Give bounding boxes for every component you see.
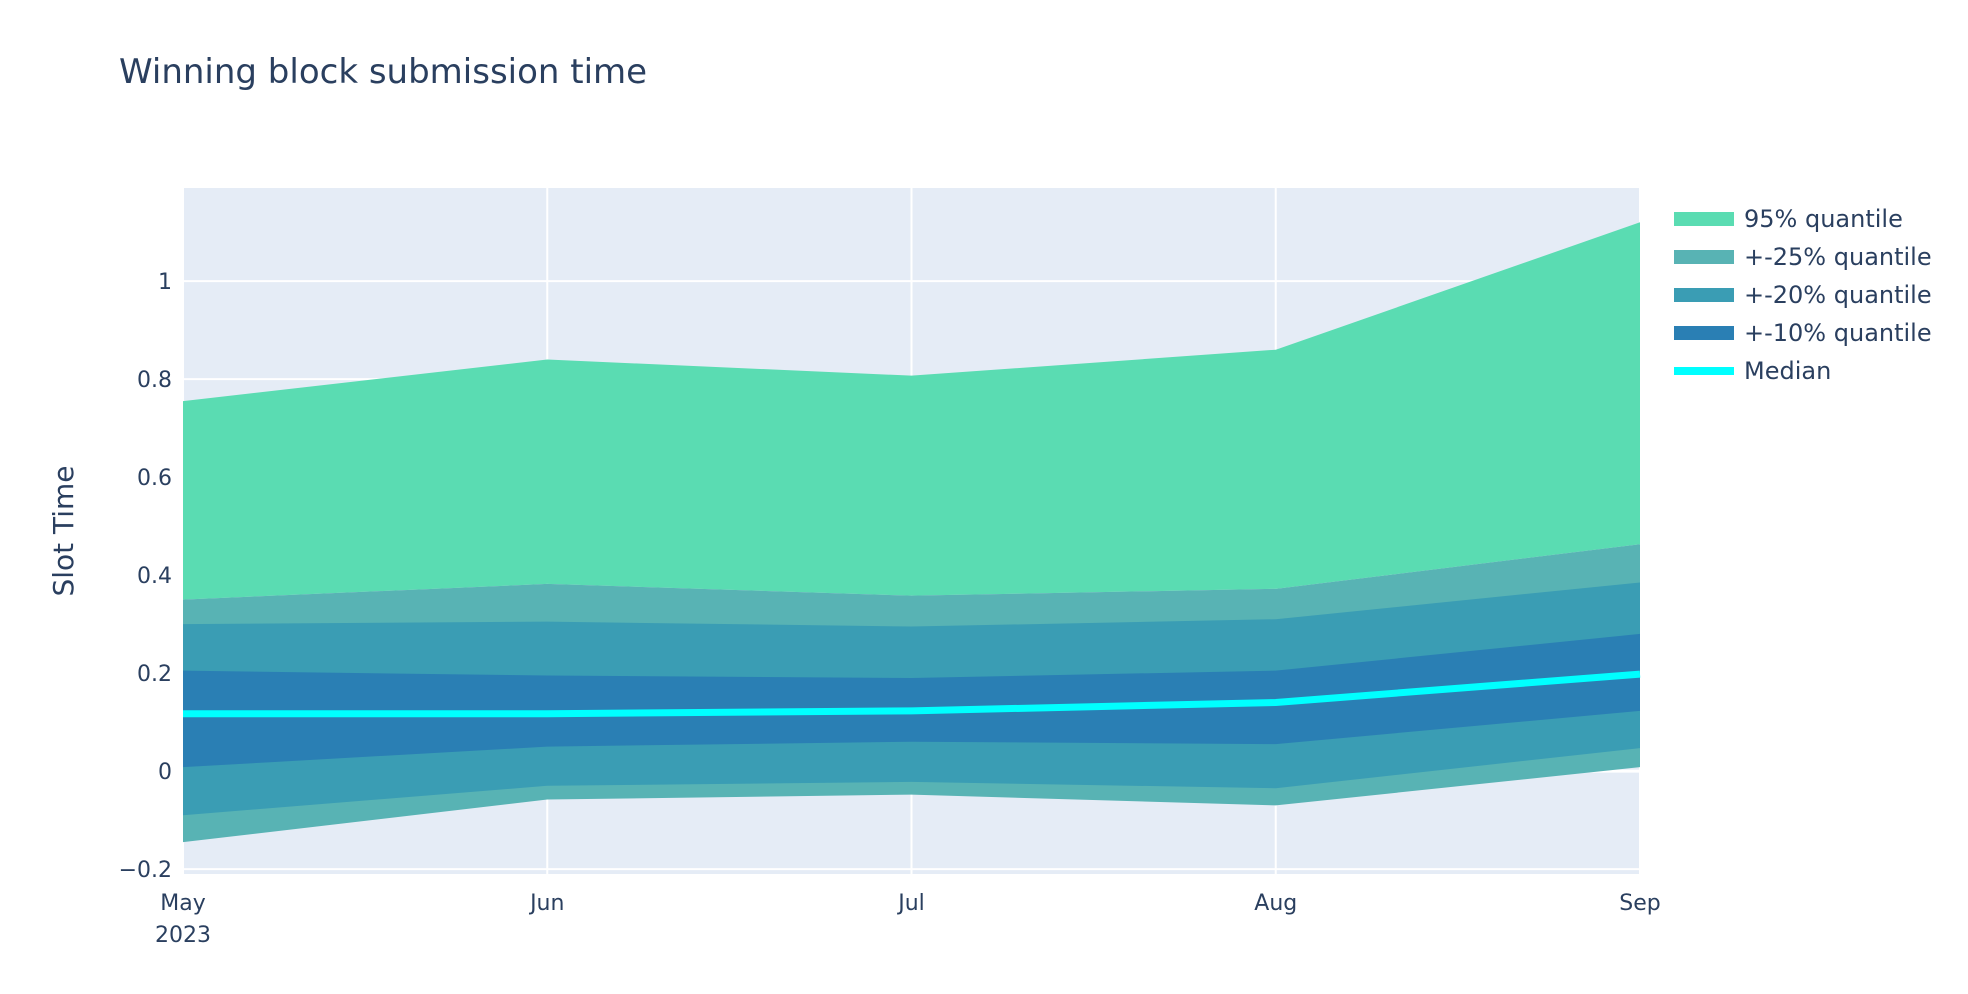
legend-label: Median	[1744, 357, 1832, 385]
x-tick-label: Jul	[896, 891, 925, 916]
quantile-bands	[183, 222, 1640, 843]
legend-item[interactable]: +-10% quantile	[1674, 314, 1932, 352]
x-tick-year-label: 2023	[155, 923, 211, 948]
band-95-quantile	[183, 222, 1640, 600]
y-axis-ticks: −0.2 0 0.2 0.4 0.6 0.8 1	[119, 270, 172, 883]
legend-item[interactable]: 95% quantile	[1674, 200, 1932, 238]
chart-title: Winning block submission time	[119, 52, 648, 92]
legend: 95% quantile +-25% quantile +-20% quantile…	[1674, 200, 1932, 390]
y-tick-label: 0.4	[137, 564, 172, 589]
median-line	[183, 670, 1641, 718]
x-tick-label: May	[160, 891, 205, 916]
y-tick-label: 0.6	[137, 466, 172, 491]
legend-item[interactable]: +-25% quantile	[1674, 238, 1932, 276]
band--10-quantile	[183, 633, 1640, 768]
x-tick-label: Sep	[1619, 891, 1660, 916]
legend-item[interactable]: Median	[1674, 352, 1932, 390]
y-tick-label: −0.2	[119, 858, 172, 883]
y-axis-title: Slot Time	[47, 465, 80, 596]
x-axis-ticks: May Jun Jul Aug Sep 2023	[155, 891, 1661, 948]
legend-swatch	[1674, 212, 1734, 226]
legend-label: +-20% quantile	[1744, 281, 1932, 309]
legend-swatch	[1674, 250, 1734, 264]
y-tick-label: 0.2	[137, 662, 172, 687]
x-tick-label: Jun	[528, 891, 564, 916]
y-tick-label: 1	[158, 270, 172, 295]
legend-swatch	[1674, 288, 1734, 302]
legend-label: 95% quantile	[1744, 205, 1903, 233]
y-tick-label: 0	[158, 760, 172, 785]
x-tick-label: Aug	[1254, 891, 1297, 916]
legend-swatch	[1674, 326, 1734, 340]
legend-item[interactable]: +-20% quantile	[1674, 276, 1932, 314]
legend-label: +-25% quantile	[1744, 243, 1932, 271]
y-tick-label: 0.8	[137, 368, 172, 393]
legend-label: +-10% quantile	[1744, 319, 1932, 347]
median-line-layer	[183, 670, 1641, 718]
legend-swatch	[1674, 367, 1734, 375]
